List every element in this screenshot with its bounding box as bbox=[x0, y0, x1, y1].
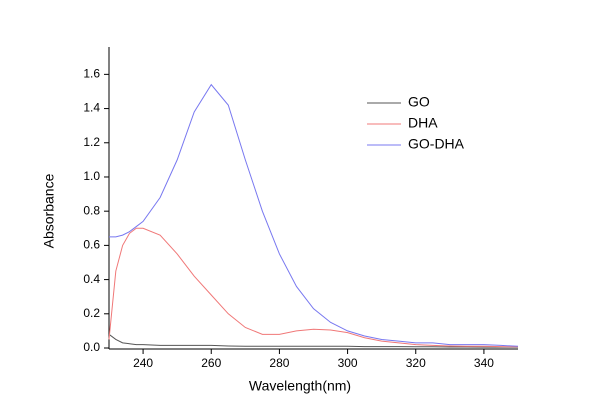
y-tick-label: 0.4 bbox=[83, 272, 100, 286]
y-tick-label: 0.2 bbox=[83, 306, 100, 320]
x-tick-label: 340 bbox=[474, 356, 494, 370]
x-tick-label: 280 bbox=[269, 356, 289, 370]
x-tick-label: 300 bbox=[338, 356, 358, 370]
y-tick-label: 0.6 bbox=[83, 238, 100, 252]
x-tick-label: 240 bbox=[133, 356, 153, 370]
series-line bbox=[108, 227, 519, 348]
y-tick-label: 1.6 bbox=[83, 67, 100, 81]
y-axis-label: Absorbance bbox=[41, 173, 57, 248]
y-tick-label: 0.0 bbox=[83, 340, 100, 354]
y-tick-label: 1.0 bbox=[83, 169, 100, 183]
y-tick-label: 1.4 bbox=[83, 101, 100, 115]
series-line bbox=[108, 333, 518, 348]
y-tick-label: 1.2 bbox=[83, 135, 100, 149]
y-tick-label: 0.8 bbox=[83, 203, 100, 217]
legend-label: GO bbox=[408, 94, 430, 110]
x-tick-label: 260 bbox=[201, 356, 221, 370]
x-axis-label: Wavelength(nm) bbox=[249, 378, 351, 394]
series-line bbox=[109, 83, 519, 347]
legend-label: DHA bbox=[408, 115, 438, 131]
x-tick-label: 320 bbox=[406, 356, 426, 370]
legend-label: GO-DHA bbox=[408, 136, 465, 152]
